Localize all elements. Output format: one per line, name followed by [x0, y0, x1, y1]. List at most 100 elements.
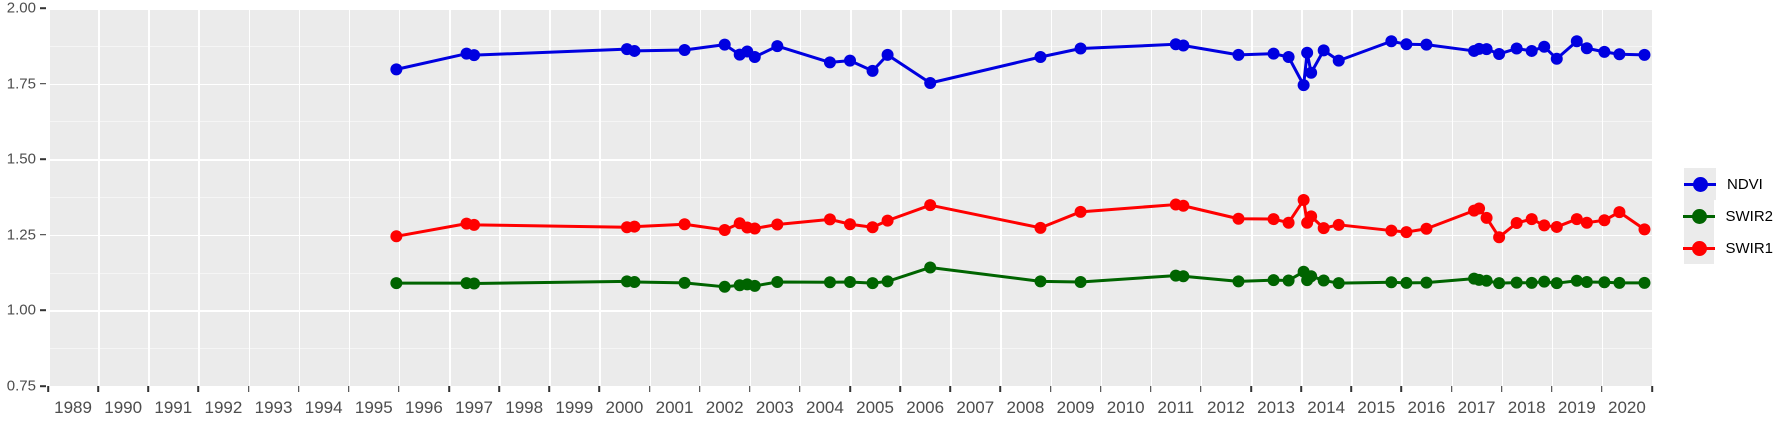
gridline-major-vertical [48, 8, 50, 386]
x-tick-mark [1099, 386, 1102, 392]
x-tick-mark [97, 386, 99, 392]
series-ndvi [390, 35, 1651, 92]
data-point [1420, 222, 1433, 235]
y-tick-label: 0.75 [6, 377, 36, 395]
gridline-major-vertical [749, 8, 752, 386]
data-point [1493, 277, 1506, 290]
data-point [1332, 54, 1345, 67]
x-tick-mark [398, 386, 400, 392]
x-tick-label: 2019 [1557, 398, 1596, 417]
data-point [1267, 274, 1280, 287]
y-axis: 0.75 1.00 1.25 1.50 1.75 2.00 [0, 0, 48, 395]
data-point [1400, 276, 1413, 289]
gridline-major-vertical [699, 8, 702, 386]
data-point [1473, 202, 1486, 215]
data-point [1420, 276, 1433, 289]
data-point [748, 50, 761, 63]
x-tick-label: 2012 [1207, 398, 1245, 417]
x-tick-label: 2017 [1457, 398, 1496, 417]
data-point [1510, 42, 1523, 55]
data-point [844, 275, 856, 288]
data-point [1232, 48, 1245, 61]
legend-item-swir2[interactable]: SWIR2 [1683, 200, 1773, 232]
gridline-major-vertical [198, 8, 200, 386]
data-point [1480, 43, 1493, 56]
x-tick-mark [1200, 386, 1202, 392]
data-point [771, 275, 784, 288]
legend-item-ndvi[interactable]: NDVI [1684, 168, 1773, 200]
data-point [718, 223, 731, 236]
legend-item-swir1[interactable]: SWIR1 [1683, 232, 1773, 264]
data-point [1074, 42, 1087, 55]
x-tick-label: 1989 [54, 398, 92, 417]
data-point [1570, 35, 1583, 48]
x-tick-mark [1550, 386, 1553, 392]
data-point [1282, 50, 1295, 63]
y-tick-mark [40, 309, 46, 312]
x-tick-label: 2016 [1407, 398, 1446, 417]
data-point [390, 63, 403, 76]
gridline-major-vertical [1351, 8, 1353, 386]
data-point [1034, 275, 1047, 288]
data-point [1613, 206, 1626, 219]
data-point [628, 275, 641, 288]
data-point [1282, 216, 1295, 229]
data-point [1638, 223, 1651, 236]
data-point [1301, 46, 1314, 59]
data-point [1385, 276, 1398, 289]
gridline-major-vertical [449, 8, 451, 386]
x-tick-label: 2009 [1056, 398, 1095, 417]
series-swir1 [390, 194, 1651, 244]
x-tick-label: 1997 [455, 398, 493, 417]
data-point [1638, 276, 1651, 289]
y-tick-label: 1.50 [6, 150, 36, 168]
data-point [1400, 226, 1413, 239]
y-tick-mark [40, 234, 46, 236]
gridline-major-vertical [799, 8, 802, 386]
data-point [1074, 275, 1087, 288]
series-layer [390, 35, 1651, 293]
x-tick-mark [1300, 386, 1302, 392]
gridline-major-vertical [1501, 8, 1504, 386]
gridline-major-vertical [1551, 8, 1554, 386]
data-point [881, 214, 894, 227]
gridline-major-vertical [348, 8, 351, 386]
data-point [1177, 199, 1190, 212]
data-point [1034, 221, 1047, 234]
data-point [844, 54, 856, 67]
x-tick-mark [197, 386, 200, 392]
gridline-major-vertical [549, 8, 551, 386]
data-point [1580, 216, 1593, 229]
x-axis: 1989 1990 1991 1992 1993 1994 1995 1996 1997 1998… [47, 386, 1653, 442]
data-point [628, 220, 641, 233]
data-point [1305, 270, 1318, 283]
x-tick-label: 2007 [956, 398, 995, 417]
data-point [1580, 42, 1593, 55]
data-point [1525, 44, 1538, 57]
x-tick-label: 2005 [856, 398, 894, 417]
data-point [1420, 38, 1433, 51]
x-tick-label: 2000 [605, 398, 644, 417]
x-tick-label: 1998 [505, 398, 544, 417]
data-point [718, 38, 731, 51]
data-point [678, 276, 691, 289]
data-point [881, 48, 894, 61]
gridline-major-vertical [98, 8, 100, 386]
data-point [1525, 213, 1538, 226]
data-point [1297, 79, 1310, 92]
data-point [1538, 275, 1551, 288]
x-tick-mark [147, 386, 150, 392]
series-swir2 [390, 261, 1651, 293]
gridline-major-vertical [850, 8, 852, 386]
legend-key [1683, 232, 1716, 264]
data-point [1480, 274, 1493, 287]
x-tick-label: 2003 [755, 398, 794, 417]
data-point [1267, 47, 1280, 60]
x-tick-mark [347, 386, 350, 392]
x-tick-label: 1995 [354, 398, 393, 417]
data-point [1538, 40, 1551, 53]
data-point [468, 277, 481, 290]
x-tick-label: 2008 [1006, 398, 1045, 417]
data-point [1317, 274, 1330, 287]
x-tick-mark [1500, 386, 1503, 392]
